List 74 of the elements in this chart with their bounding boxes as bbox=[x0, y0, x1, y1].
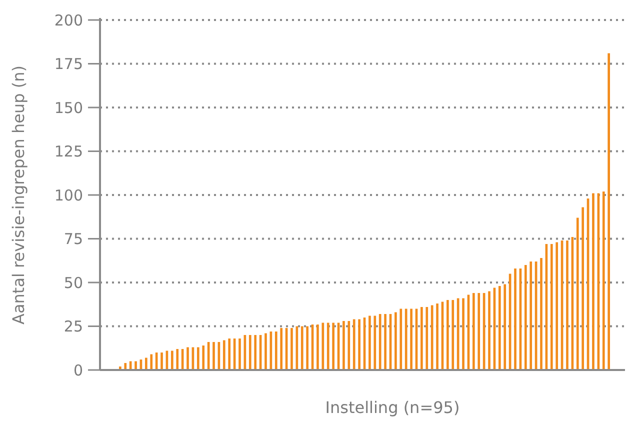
y-axis-title: Aantal revisie-ingrepen heup (n) bbox=[9, 66, 28, 324]
bar bbox=[176, 349, 179, 370]
bar bbox=[264, 333, 267, 370]
bar bbox=[446, 300, 449, 370]
bar bbox=[290, 328, 293, 370]
bar bbox=[274, 332, 278, 370]
bar bbox=[374, 316, 376, 370]
bar bbox=[504, 284, 506, 370]
bar bbox=[160, 352, 163, 370]
bar bbox=[222, 340, 226, 370]
bar bbox=[248, 335, 252, 370]
bar bbox=[332, 322, 334, 370]
bar bbox=[602, 192, 605, 370]
bar bbox=[530, 262, 532, 370]
y-tick-label: 0 bbox=[73, 361, 83, 380]
bar bbox=[296, 326, 298, 370]
bar bbox=[462, 298, 464, 370]
bar bbox=[316, 324, 319, 370]
bar bbox=[212, 342, 215, 370]
bar bbox=[342, 321, 345, 370]
bar bbox=[186, 347, 189, 370]
bar bbox=[404, 308, 408, 370]
bar bbox=[150, 354, 153, 370]
bar bbox=[300, 326, 304, 370]
bar bbox=[378, 314, 382, 370]
y-tick-label: 100 bbox=[54, 186, 83, 204]
x-axis-title: Instelling (n=95) bbox=[325, 398, 460, 417]
bar bbox=[478, 293, 480, 370]
bar bbox=[524, 265, 527, 370]
bar bbox=[202, 346, 205, 370]
bar bbox=[280, 328, 282, 370]
bar bbox=[196, 347, 200, 370]
bar bbox=[170, 350, 174, 370]
bar bbox=[498, 286, 501, 370]
bar bbox=[368, 316, 371, 370]
bar bbox=[306, 326, 308, 370]
bar bbox=[582, 207, 584, 370]
bar bbox=[400, 308, 402, 370]
bar bbox=[238, 338, 241, 370]
bar bbox=[352, 319, 356, 370]
bar bbox=[134, 361, 137, 370]
bar bbox=[430, 305, 434, 370]
y-tick-label: 150 bbox=[54, 98, 83, 117]
bar bbox=[228, 338, 231, 370]
y-tick-label: 175 bbox=[54, 55, 83, 73]
bar bbox=[124, 363, 127, 370]
bar bbox=[348, 321, 350, 370]
bar bbox=[410, 308, 412, 370]
y-tick-label: 50 bbox=[64, 274, 83, 292]
bar bbox=[394, 312, 397, 370]
bar bbox=[488, 291, 490, 370]
bar bbox=[576, 218, 579, 370]
bar bbox=[436, 304, 438, 370]
bar bbox=[144, 358, 148, 370]
bar bbox=[608, 53, 610, 370]
bar bbox=[452, 300, 454, 370]
bar bbox=[322, 322, 324, 370]
y-tick-label: 75 bbox=[64, 230, 83, 248]
bar bbox=[514, 268, 516, 370]
bar bbox=[358, 319, 360, 370]
bar bbox=[472, 293, 475, 370]
bar bbox=[566, 240, 568, 370]
bar bbox=[326, 322, 330, 370]
bar bbox=[550, 244, 553, 370]
bar bbox=[592, 193, 594, 370]
bar bbox=[556, 242, 558, 370]
bar bbox=[384, 314, 386, 370]
y-tick-label: 125 bbox=[54, 142, 83, 160]
y-tick-label: 200 bbox=[54, 11, 83, 30]
bar bbox=[426, 307, 428, 370]
y-tick-label: 25 bbox=[64, 318, 83, 336]
bar bbox=[540, 258, 542, 370]
bar bbox=[254, 335, 256, 370]
bar bbox=[420, 307, 423, 370]
